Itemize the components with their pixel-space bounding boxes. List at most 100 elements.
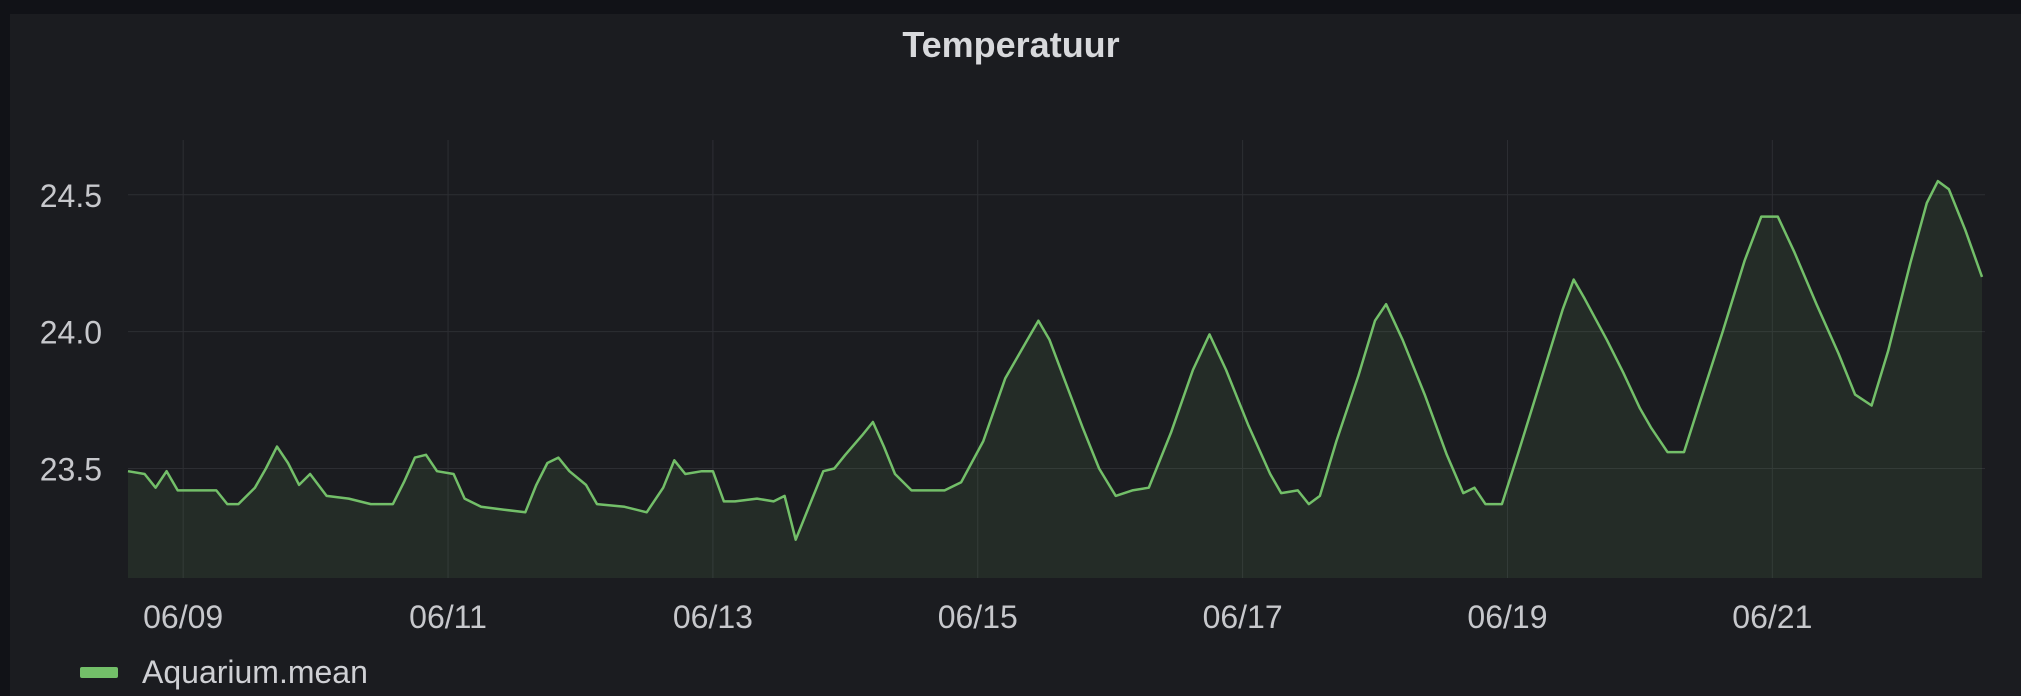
legend-swatch xyxy=(80,666,118,678)
data-point xyxy=(546,462,548,464)
data-point xyxy=(463,497,465,499)
data-point xyxy=(568,470,570,472)
data-point xyxy=(982,440,984,442)
y-tick-label: 23.5 xyxy=(40,452,102,488)
data-point xyxy=(215,489,217,491)
x-tick-label: 06/21 xyxy=(1732,599,1812,635)
data-point xyxy=(436,470,438,472)
data-point xyxy=(1777,215,1779,217)
data-point xyxy=(298,484,300,486)
x-tick-label: 06/17 xyxy=(1203,599,1283,635)
data-point xyxy=(1462,492,1464,494)
data-point xyxy=(1280,492,1282,494)
data-point xyxy=(1887,350,1889,352)
data-point xyxy=(1937,180,1939,182)
data-point xyxy=(1026,339,1028,341)
data-point xyxy=(1247,424,1249,426)
data-point xyxy=(1744,259,1746,261)
grid xyxy=(128,140,1985,578)
data-point xyxy=(1374,320,1376,322)
data-point xyxy=(1385,303,1387,305)
data-point xyxy=(403,481,405,483)
data-point xyxy=(684,473,686,475)
data-point xyxy=(502,508,504,510)
data-point xyxy=(348,497,350,499)
data-point xyxy=(1622,372,1624,374)
x-tick-label: 06/09 xyxy=(143,599,223,635)
data-point xyxy=(1225,369,1227,371)
data-point xyxy=(1926,202,1928,204)
data-point xyxy=(199,489,201,491)
y-tick-label: 24.5 xyxy=(40,178,102,214)
data-point xyxy=(585,484,587,486)
data-point xyxy=(452,473,454,475)
data-point xyxy=(1446,454,1448,456)
data-point xyxy=(1170,432,1172,434)
data-point xyxy=(1297,489,1299,491)
data-point xyxy=(623,506,625,508)
data-point xyxy=(325,495,327,497)
data-point xyxy=(370,503,372,505)
y-tick-label: 24.0 xyxy=(40,315,102,351)
data-point xyxy=(1815,303,1817,305)
data-point xyxy=(811,497,813,499)
series-line-aquarium-mean[interactable] xyxy=(127,179,1984,541)
data-point xyxy=(226,503,228,505)
data-point xyxy=(237,503,239,505)
data-point xyxy=(524,511,526,513)
data-point xyxy=(1981,276,1983,278)
data-point xyxy=(165,470,167,472)
data-point xyxy=(712,470,714,472)
data-point xyxy=(795,539,797,541)
data-point xyxy=(1473,487,1475,489)
data-point xyxy=(309,473,311,475)
data-point xyxy=(276,445,278,447)
data-point xyxy=(265,467,267,469)
data-point xyxy=(1722,330,1724,332)
legend-label-aquarium-mean[interactable]: Aquarium.mean xyxy=(142,653,368,690)
chart-panel xyxy=(10,14,2021,696)
data-point xyxy=(1573,278,1575,280)
data-point xyxy=(254,487,256,489)
data-point xyxy=(662,487,664,489)
data-point xyxy=(646,511,648,513)
data-point xyxy=(1308,503,1310,505)
data-point xyxy=(910,489,912,491)
data-point xyxy=(1909,262,1911,264)
data-point xyxy=(1793,251,1795,253)
data-point xyxy=(1037,320,1039,322)
data-point xyxy=(1539,380,1541,382)
data-point xyxy=(535,484,537,486)
data-point xyxy=(287,462,289,464)
data-point xyxy=(1192,369,1194,371)
x-tick-label: 06/19 xyxy=(1467,599,1547,635)
data-point xyxy=(1650,426,1652,428)
data-point xyxy=(1065,382,1067,384)
data-point xyxy=(1854,393,1856,395)
data-point xyxy=(833,467,835,469)
data-point xyxy=(1948,188,1950,190)
data-point xyxy=(1424,393,1426,395)
data-point xyxy=(822,470,824,472)
chart-title: Temperatuur xyxy=(902,24,1120,65)
data-point xyxy=(1148,487,1150,489)
data-point xyxy=(701,470,703,472)
data-point xyxy=(480,506,482,508)
data-point xyxy=(127,470,129,472)
series-area xyxy=(128,181,1982,578)
data-point xyxy=(1517,451,1519,453)
data-point xyxy=(425,454,427,456)
data-point xyxy=(723,500,725,502)
data-point xyxy=(1401,339,1403,341)
data-point xyxy=(861,434,863,436)
data-point xyxy=(783,495,785,497)
data-point xyxy=(894,473,896,475)
data-point xyxy=(1639,407,1641,409)
legend[interactable]: Aquarium.mean xyxy=(80,654,368,690)
data-point xyxy=(1131,489,1133,491)
data-point xyxy=(1666,451,1668,453)
data-point xyxy=(1335,440,1337,442)
series-area-fill xyxy=(128,181,1982,578)
data-point xyxy=(1837,352,1839,354)
